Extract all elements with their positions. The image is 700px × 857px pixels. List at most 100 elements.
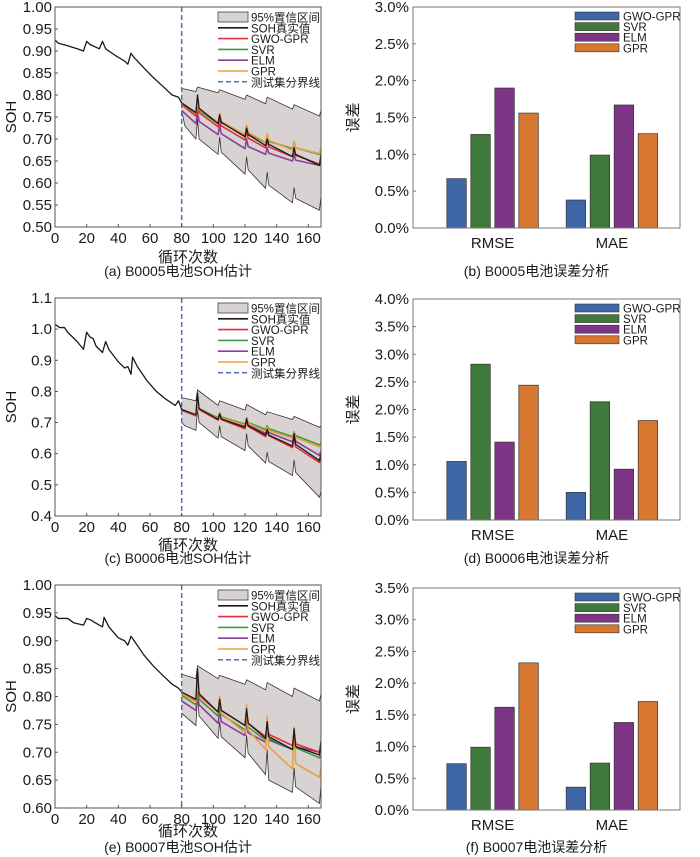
legend-swatch-gwo-gpr <box>574 11 620 21</box>
x-tick-label: 80 <box>173 519 190 536</box>
y-tick-label: 0.6 <box>31 446 52 463</box>
y-tick-label: 0.0% <box>375 512 409 529</box>
x-tick-label: 60 <box>142 519 159 536</box>
legend-label: ELM <box>251 634 275 646</box>
legend-swatch-elm <box>574 32 620 42</box>
legend-label: 95%置信区间 <box>251 12 320 25</box>
legend-label: SVR <box>251 45 275 57</box>
category-label: RMSE <box>471 527 514 544</box>
legend-label: SVR <box>251 336 275 348</box>
legend-label: ELM <box>623 33 647 45</box>
legend-swatch-svr <box>574 603 620 612</box>
panel-caption: (a) B0005电池SOH估计 <box>104 263 252 279</box>
x-tick-label: 20 <box>78 230 95 247</box>
legend-label: 测试集分界线 <box>251 653 320 667</box>
y-tick-label: 3.0% <box>375 612 409 629</box>
legend-label: 95%置信区间 <box>251 590 320 603</box>
x-axis-label: 循环次数 <box>158 537 218 554</box>
y-tick-label: 1.0% <box>375 739 409 756</box>
y-tick-label: 1.0% <box>375 146 409 163</box>
legend-label: 测试集分界线 <box>251 75 320 89</box>
y-tick-label: 0.90 <box>23 633 52 650</box>
legend-label: GPR <box>623 624 648 636</box>
bar-gpr-rmse <box>518 384 539 521</box>
category-label: RMSE <box>471 817 514 834</box>
y-tick-label: 2.5% <box>375 643 409 660</box>
category-label: MAE <box>596 817 629 834</box>
y-tick-label: 1.5% <box>375 429 409 446</box>
legend-label: SVR <box>623 603 647 615</box>
panel-caption: (c) B0006电池SOH估计 <box>104 550 251 566</box>
y-tick-label: 2.5% <box>375 374 409 391</box>
x-tick-label: 140 <box>264 230 289 247</box>
legend-label: SVR <box>623 314 647 326</box>
panel-b: 0.0% 0.5% 1.0% 1.5% 2.0% 2.5% 3.0% RMSE MAE 误差 (b)… <box>345 0 681 279</box>
y-axis-label: SOH <box>3 391 20 424</box>
y-tick-label: 3.0% <box>375 346 409 363</box>
bar-gwo-gpr-mae <box>565 199 587 229</box>
x-tick-label: 140 <box>264 519 289 536</box>
y-tick-label: 0.4 <box>31 508 52 525</box>
x-axis-label: 循环次数 <box>158 249 218 266</box>
legend-label: SVR <box>251 623 275 635</box>
ci-upper-line <box>181 86 321 117</box>
legend-swatch-gwo-gpr <box>574 592 620 602</box>
y-tick-label: 0.8 <box>31 383 52 400</box>
legend-swatch-gpr <box>574 624 620 634</box>
legend-label: SOH真实值 <box>251 312 311 326</box>
y-tick-label: 0.80 <box>23 87 52 104</box>
y-tick-label: 0.5% <box>375 183 409 200</box>
bar-svr-rmse <box>470 134 491 229</box>
y-tick-label: 1.1 <box>31 290 52 307</box>
bar-svr-mae <box>589 762 611 811</box>
legend-label: ELM <box>251 347 275 359</box>
plot-frame <box>54 297 322 517</box>
y-axis-label: SOH <box>3 680 20 713</box>
y-tick-label: 1.5% <box>375 707 409 724</box>
y-tick-label: 0.85 <box>23 65 52 82</box>
y-tick-label: 0.60 <box>23 175 52 192</box>
x-tick-label: 0 <box>51 811 59 828</box>
y-tick-label: 4.0% <box>375 291 409 308</box>
y-axis-label: SOH <box>3 101 20 134</box>
x-tick-label: 160 <box>296 230 321 247</box>
y-tick-label: 1.0 <box>31 321 52 338</box>
ci-lower-line <box>181 110 321 211</box>
plot-frame <box>412 587 681 811</box>
y-tick-label: 0.65 <box>23 772 52 789</box>
legend-label: GWO-GPR <box>623 593 681 605</box>
x-tick-label: 100 <box>201 230 226 247</box>
y-tick-label: 0.75 <box>23 109 52 126</box>
y-tick-label: 2.5% <box>375 36 409 53</box>
y-tick-label: 0.65 <box>23 153 52 170</box>
legend-label: ELM <box>623 325 647 337</box>
bar-gwo-gpr-rmse <box>446 763 467 811</box>
y-axis-label: 误差 <box>345 394 362 424</box>
x-tick-label: 100 <box>201 519 226 536</box>
truth-line <box>55 39 321 167</box>
legend-label: ELM <box>251 56 275 68</box>
y-tick-label: 0.80 <box>23 689 52 706</box>
plot-area <box>55 298 321 516</box>
x-tick-label: 140 <box>264 811 289 828</box>
y-tick-label: 2.0% <box>375 675 409 692</box>
y-tick-label: 0.70 <box>23 131 52 148</box>
panel-c: 0 20 40 60 80 100 120 140 160 0.4 0.5 0.6 0.7 0.8 0.9 1… <box>3 290 322 566</box>
bar-gpr-mae <box>637 701 659 811</box>
x-tick-label: 40 <box>110 811 127 828</box>
y-tick-label: 0.5 <box>31 477 52 494</box>
x-tick-label: 0 <box>51 230 59 247</box>
panel-d: 0.0% 0.5% 1.0% 1.5% 2.0% 2.5% 3.0% 3.5% 4.0% RMSE… <box>345 291 681 566</box>
bar-elm-rmse <box>494 87 515 229</box>
y-tick-label: 2.0% <box>375 402 409 419</box>
x-tick-label: 100 <box>201 811 226 828</box>
category-label: MAE <box>596 527 629 544</box>
x-tick-label: 160 <box>296 519 321 536</box>
plot-area <box>55 585 321 808</box>
bar-svr-mae <box>589 401 611 521</box>
y-tick-label: 0.95 <box>23 21 52 38</box>
y-tick-label: 0.90 <box>23 43 52 60</box>
legend-label: 95%置信区间 <box>251 303 320 316</box>
